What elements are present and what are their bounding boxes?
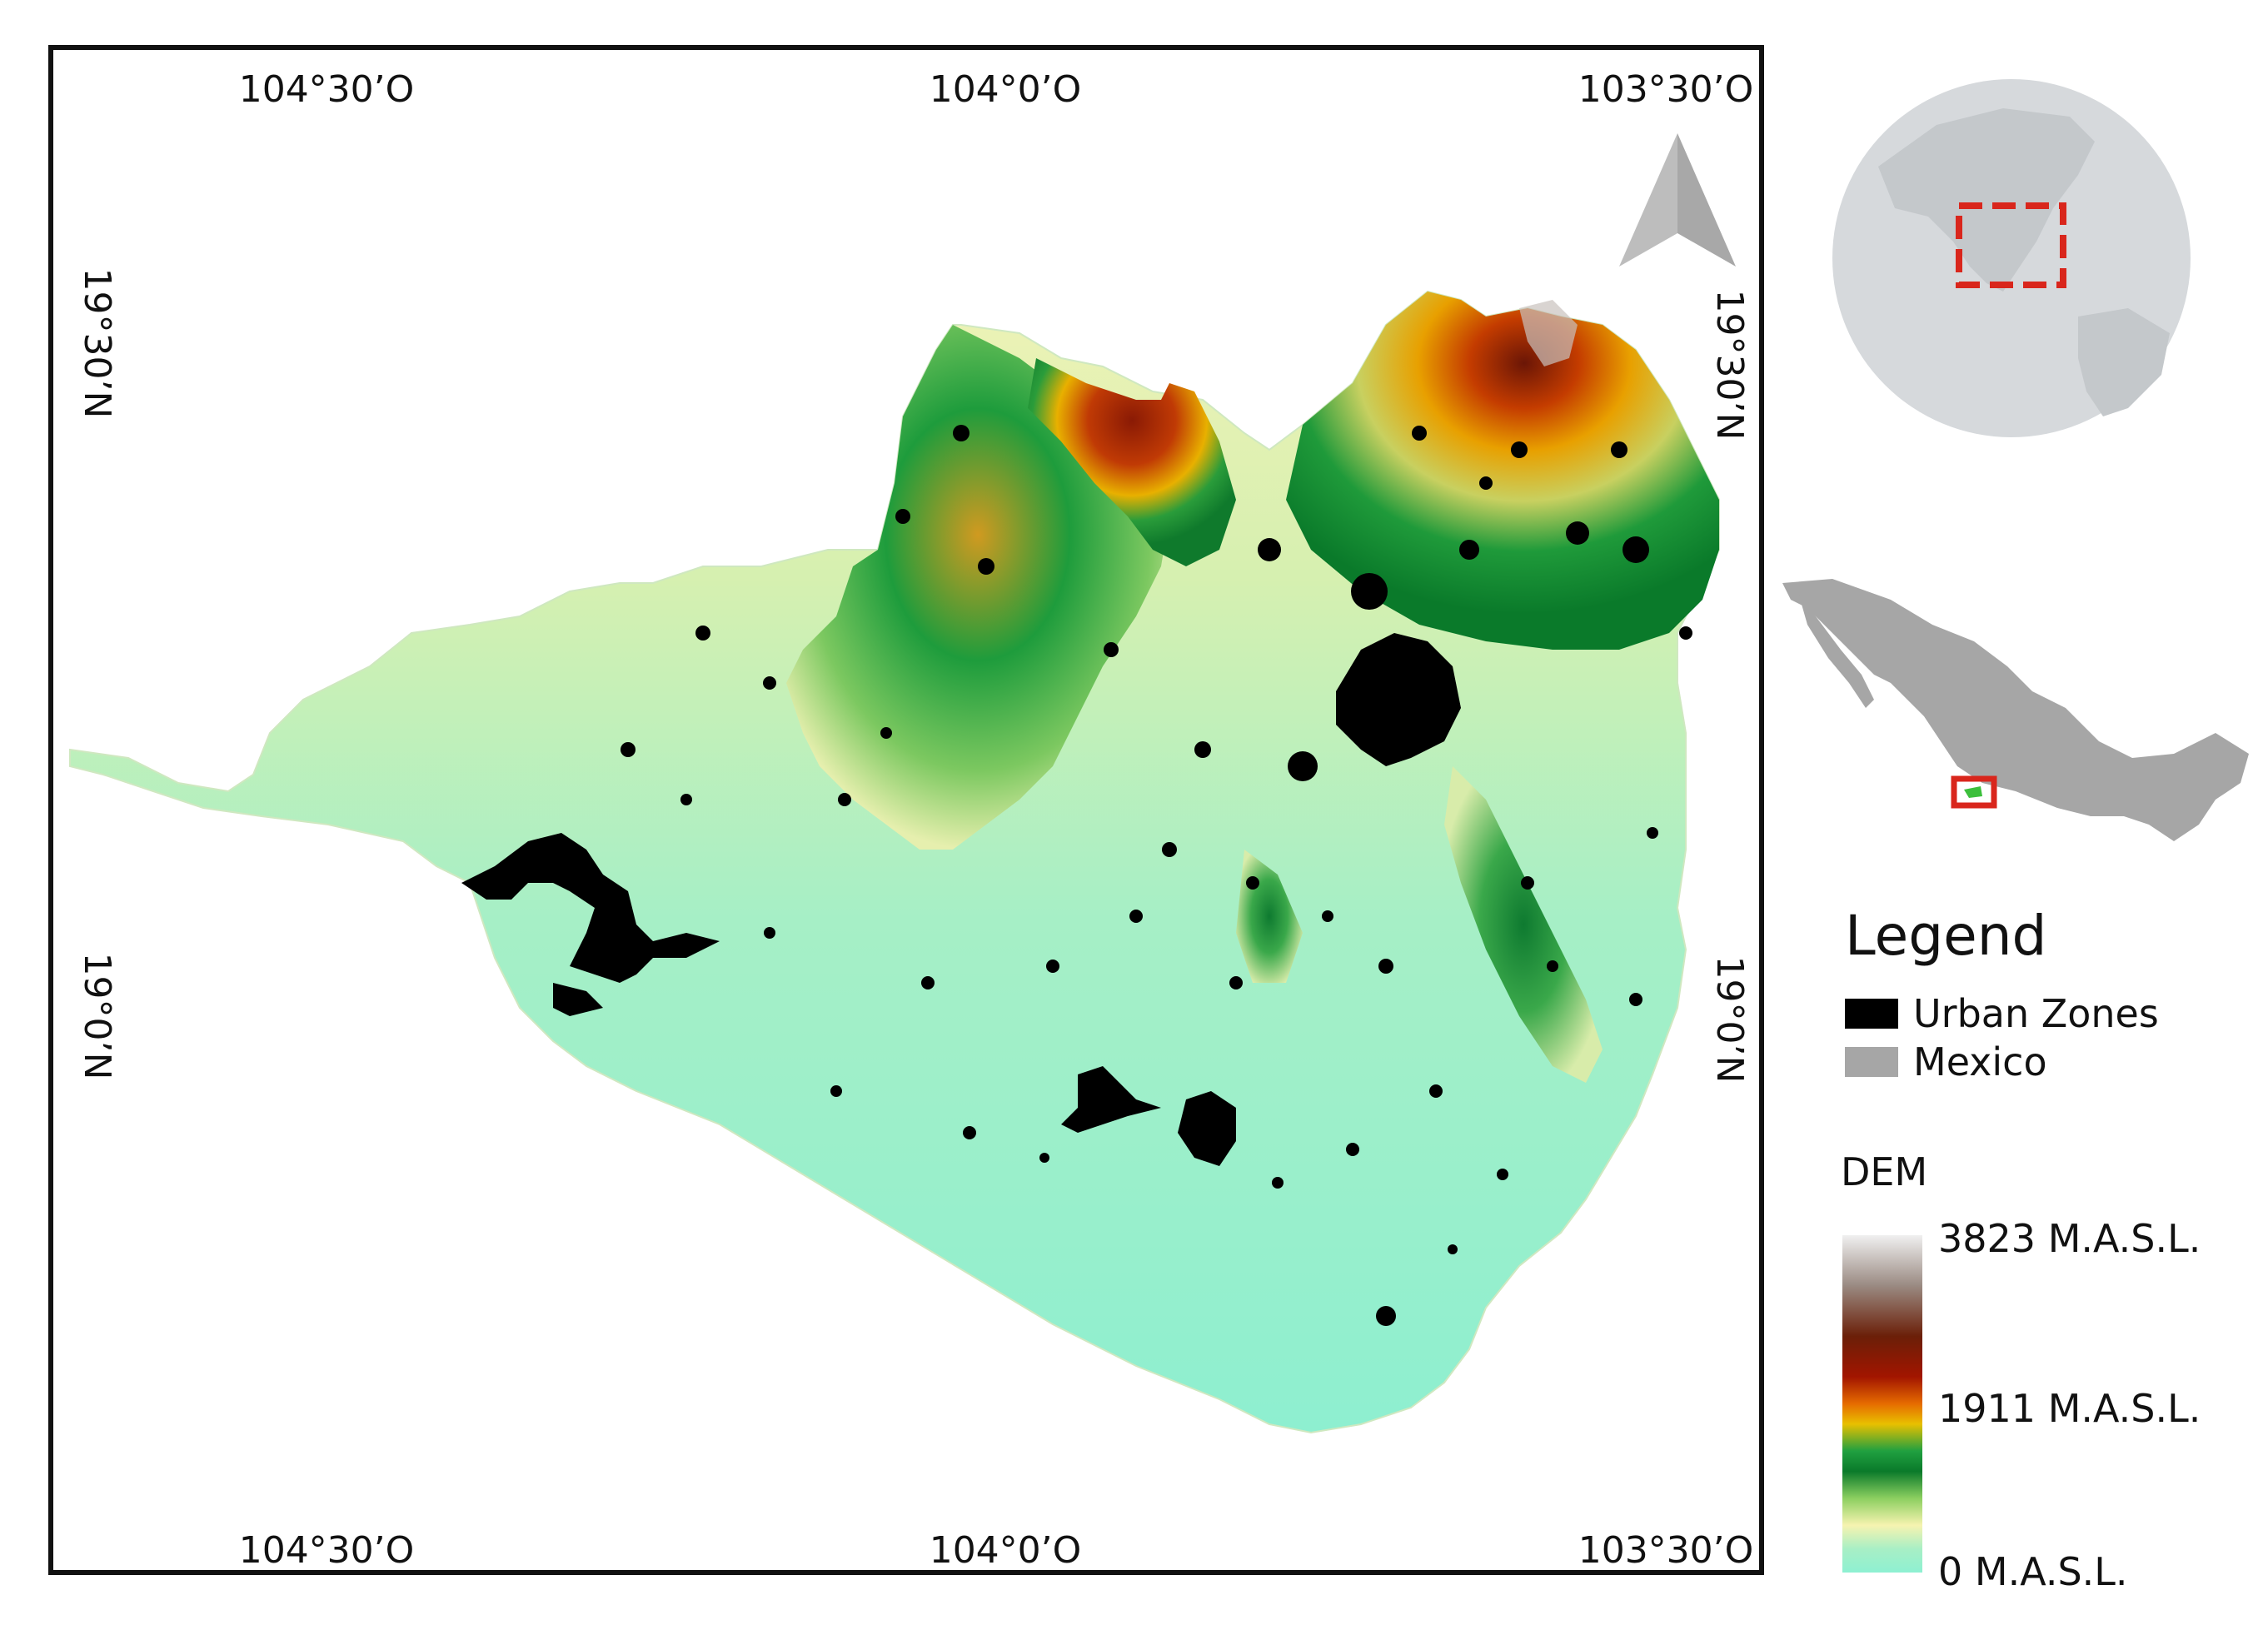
dem-min-label: 0 M.A.S.L. xyxy=(1938,1549,2128,1594)
bottom-tick-2: 104°0’O xyxy=(929,1529,1082,1572)
dem-map-canvas xyxy=(69,133,1736,1434)
urban-zone-coast xyxy=(553,983,603,1016)
northern-peak xyxy=(1028,358,1236,566)
volcano-summit xyxy=(1519,300,1578,366)
mexico-inset xyxy=(1782,579,2249,841)
north-arrow-icon xyxy=(1619,133,1736,267)
left-tick-1: 19°30’N xyxy=(76,267,118,419)
globe-south-america xyxy=(2078,308,2170,416)
urban-zone-armeria xyxy=(1061,1066,1161,1133)
legend-item-mexico-label: Mexico xyxy=(1913,1039,2047,1084)
right-tick-1: 19°30’N xyxy=(1708,289,1751,441)
legend-title: Legend xyxy=(1845,904,2047,968)
eastern-ridge xyxy=(1444,766,1603,1083)
mexico-focus-box xyxy=(1951,775,1997,809)
globe-north-america xyxy=(1878,108,2095,292)
dem-color-ramp xyxy=(1842,1235,1922,1573)
dem-max-label: 3823 M.A.S.L. xyxy=(1938,1216,2201,1261)
dem-title: DEM xyxy=(1841,1149,1928,1194)
urban-zone-colima-city xyxy=(1336,633,1461,766)
top-tick-2: 104°0’O xyxy=(929,68,1082,111)
globe-inset xyxy=(1832,79,2191,437)
globe-focus-box xyxy=(1956,202,2066,288)
main-map: 104°30’O 104°0’O 103°30’O 104°30’O 104°0… xyxy=(48,45,1764,1575)
mexico-shape xyxy=(1782,579,2249,841)
colima-highlight xyxy=(1964,786,1982,798)
urban-zone-manzanillo xyxy=(461,833,720,983)
legend-item-urban-label: Urban Zones xyxy=(1913,991,2159,1036)
bottom-tick-1: 104°30’O xyxy=(238,1529,415,1572)
top-tick-1: 104°30’O xyxy=(238,68,415,111)
mexico-swatch xyxy=(1845,1047,1898,1077)
urban-zones xyxy=(461,425,1692,1326)
urban-zone-tecoman xyxy=(1178,1091,1236,1166)
volcano-region xyxy=(1286,292,1719,650)
bottom-tick-3: 103°30’O xyxy=(1578,1529,1754,1572)
urban-swatch xyxy=(1845,999,1898,1029)
left-tick-2: 19°0’N xyxy=(76,952,118,1080)
dem-mid-label: 1911 M.A.S.L. xyxy=(1938,1386,2201,1431)
right-tick-2: 19°0’N xyxy=(1708,955,1751,1084)
top-tick-3: 103°30’O xyxy=(1578,68,1754,111)
legend-item-mexico: Mexico xyxy=(1845,1039,2047,1084)
baja-california xyxy=(1799,596,1874,708)
legend-item-urban: Urban Zones xyxy=(1845,991,2159,1036)
